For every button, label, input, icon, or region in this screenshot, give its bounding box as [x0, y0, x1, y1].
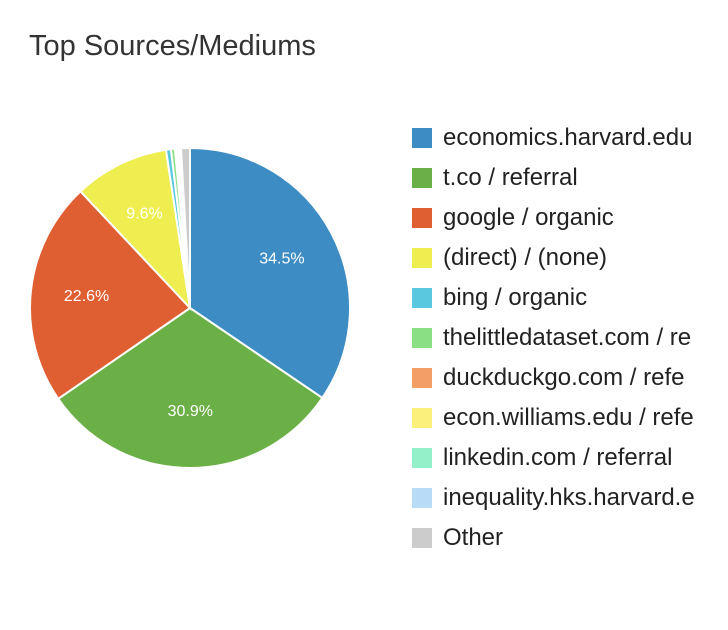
chart-title: Top Sources/Mediums: [29, 30, 316, 62]
legend-item[interactable]: google / organic: [412, 198, 728, 238]
legend-swatch: [412, 128, 432, 148]
legend-label: bing / organic: [443, 284, 588, 311]
pie-slice-0[interactable]: [189, 146, 351, 400]
slice-value-label: 34.5%: [259, 251, 304, 268]
legend-swatch: [412, 208, 432, 228]
slice-value-label: 30.9%: [168, 403, 213, 420]
legend-item[interactable]: Other: [412, 518, 728, 558]
legend-swatch: [412, 368, 432, 388]
legend-label: inequality.hks.harvard.e: [443, 484, 695, 511]
legend-swatch: [412, 448, 432, 468]
legend-label: google / organic: [443, 204, 614, 231]
legend-swatch: [412, 408, 432, 428]
pie-slices: [29, 146, 351, 469]
slice-value-label: 22.6%: [64, 288, 109, 305]
legend-swatch: [412, 248, 432, 268]
legend-label: economics.harvard.edu: [443, 124, 693, 151]
legend-label: Other: [443, 524, 504, 551]
pie-slice-1[interactable]: [56, 306, 324, 469]
legend-swatch: [412, 288, 432, 308]
legend-item[interactable]: t.co / referral: [412, 158, 728, 198]
pie-slice-10[interactable]: [179, 146, 191, 309]
pie-slice-2[interactable]: [29, 189, 192, 401]
legend-item[interactable]: linkedin.com / referral: [412, 438, 728, 478]
legend-item[interactable]: econ.williams.edu / refe: [412, 398, 728, 438]
legend-label: (direct) / (none): [443, 244, 608, 271]
legend-label: linkedin.com / referral: [443, 444, 673, 471]
legend-label: duckduckgo.com / refe: [443, 364, 685, 391]
legend-swatch: [412, 168, 432, 188]
legend-swatch: [412, 528, 432, 548]
legend-item[interactable]: inequality.hks.harvard.e: [412, 478, 728, 518]
slice-value-label: 9.6%: [126, 206, 162, 223]
chart-legend: economics.harvard.edu t.co / referral goog…: [412, 118, 728, 558]
legend-label: thelittledataset.com / re: [443, 324, 692, 351]
legend-label: econ.williams.edu / refe: [443, 404, 694, 431]
legend-item[interactable]: bing / organic: [412, 278, 728, 318]
pie-labels: 34.5% 30.9% 22.6% 9.6%: [64, 206, 305, 421]
legend-swatch: [412, 488, 432, 508]
legend-item[interactable]: (direct) / (none): [412, 238, 728, 278]
legend-label: t.co / referral: [443, 164, 578, 191]
legend-item[interactable]: thelittledataset.com / re: [412, 318, 728, 358]
legend-item[interactable]: economics.harvard.edu: [412, 118, 728, 158]
legend-swatch: [412, 328, 432, 348]
pie-slice-3[interactable]: [79, 148, 192, 312]
legend-item[interactable]: duckduckgo.com / refe: [412, 358, 728, 398]
